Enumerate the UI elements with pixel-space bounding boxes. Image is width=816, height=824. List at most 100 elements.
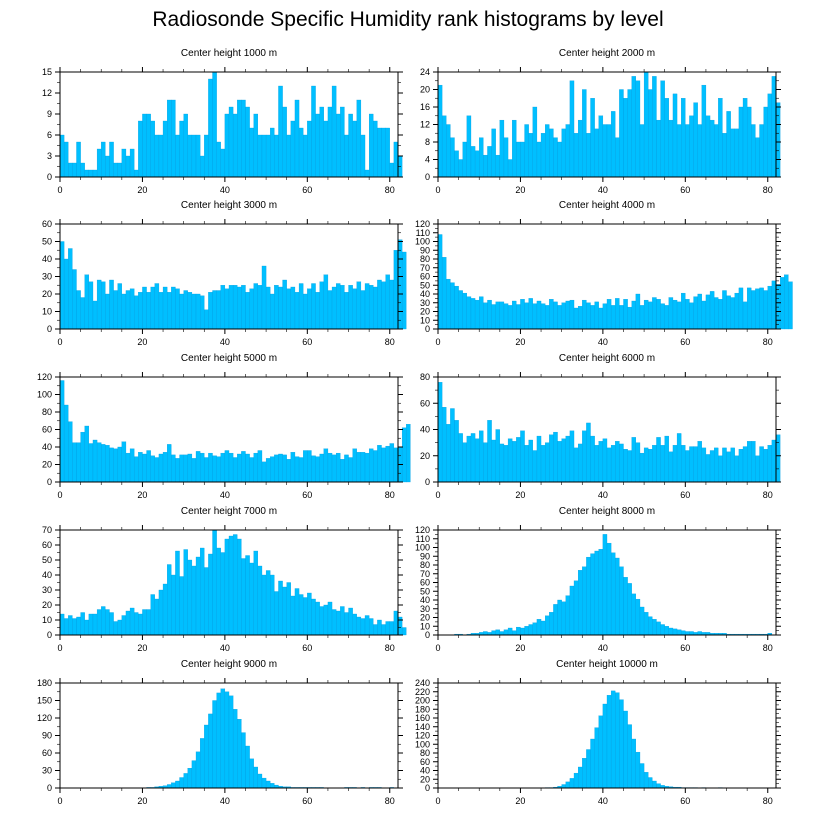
histogram-bar [503,137,509,178]
histogram-bar [270,783,275,789]
histogram-bar [356,452,362,483]
histogram-bar [105,445,110,483]
histogram-bar [590,98,595,178]
histogram-bar [125,155,131,178]
histogram-bar [648,616,653,636]
histogram-bar [672,445,678,483]
histogram-bar [507,438,513,483]
histogram-bar [195,556,201,636]
histogram-bar [389,279,395,330]
panel-title: Center height 4000 m [559,200,655,211]
histogram-bar [610,690,616,789]
histogram-bar [323,448,329,483]
histogram-bar [648,301,653,330]
histogram-panel: Center height 2000 m 0 20 40 60 80 0 4 8 12 16 20 24 [420,48,781,195]
x-tick-label: 80 [385,796,395,806]
panel-title: Center height 3000 m [181,200,277,211]
histogram-bar [261,574,267,636]
histogram-bar [327,601,333,636]
histogram-bar [278,453,283,483]
histogram-bar [68,248,73,330]
histogram-bar [507,159,513,178]
histogram-panel: Center height 4000 m0 20 40 60 8001020304050… [415,200,793,347]
histogram-bar [652,297,657,330]
histogram-bar [775,284,781,330]
y-tick-label: 30 [42,766,52,776]
histogram-bar [113,448,118,483]
histogram-bar [146,609,151,636]
y-tick-label: 90 [42,731,52,741]
panel-title: Center height 6000 m [559,353,655,364]
histogram-bar [167,99,172,178]
histogram-bar [348,113,353,178]
histogram-bar [307,592,312,636]
y-tick-label: 6 [47,130,52,140]
histogram-bar [331,286,337,330]
histogram-bar [187,292,193,330]
histogram-bar [474,150,480,178]
histogram-bar [499,443,505,483]
histogram-bar [565,781,571,789]
histogram-bar [598,115,604,178]
histogram-bar [705,294,711,330]
histogram-bar [602,534,608,636]
histogram-bar [540,445,546,483]
histogram-bar [290,452,296,483]
histogram-bar [714,124,719,178]
histogram-bar [249,562,254,636]
y-tick-label: 70 [42,525,52,535]
histogram-bar [454,420,459,483]
histogram-bar [643,772,649,789]
histogram-bar [274,285,279,330]
histogram-bar [557,141,562,178]
histogram-bar [373,450,378,483]
histogram-bar [545,442,550,483]
histogram-bar [709,450,715,483]
x-tick-label: 40 [598,796,608,806]
y-tick-label: 100 [415,739,430,749]
y-tick-label: 160 [415,713,430,723]
histogram-bar [360,618,366,636]
histogram-bar [401,627,407,636]
histogram-bar [536,141,542,178]
y-tick-label: 20 [42,289,52,299]
histogram-bar [751,290,756,330]
histogram-bar [183,290,188,330]
histogram-bar [697,441,702,483]
histogram-bar [348,607,353,636]
x-tick-label: 80 [385,490,395,500]
histogram-bar [191,565,197,636]
histogram-bar [528,133,533,178]
y-tick-label: 40 [420,289,430,299]
histogram-bar [261,134,267,178]
panel-title: Center height 2000 m [559,48,655,59]
histogram-bar [59,613,65,636]
histogram-bar [129,607,135,636]
histogram-bar [635,293,641,330]
histogram-bar [278,580,283,636]
histogram-bar [303,134,308,178]
histogram-bar [282,279,287,330]
histogram-bar [598,441,604,483]
histogram-bar [385,274,390,330]
y-tick-label: 0 [425,172,430,182]
histogram-bar [191,760,197,789]
histogram-bar [610,445,616,483]
histogram-bar [253,452,259,483]
histogram-bar [479,137,484,178]
histogram-panel: Center height 6000 m 0 20 40 60 80 0 20 40 60 80 [420,353,781,500]
histogram-bar [150,594,155,636]
histogram-bar [138,292,143,330]
x-tick-label: 60 [302,796,312,806]
histogram-bar [606,447,612,483]
histogram-bar [142,113,147,178]
histogram-bar [373,120,378,178]
histogram-bar [643,299,649,330]
histogram-bar [319,106,324,178]
x-tick-label: 60 [302,185,312,195]
histogram-bar [520,299,525,330]
histogram-bar [532,106,538,178]
histogram-bar [483,154,488,178]
histogram-bar [573,447,579,483]
x-tick-label: 20 [137,796,147,806]
